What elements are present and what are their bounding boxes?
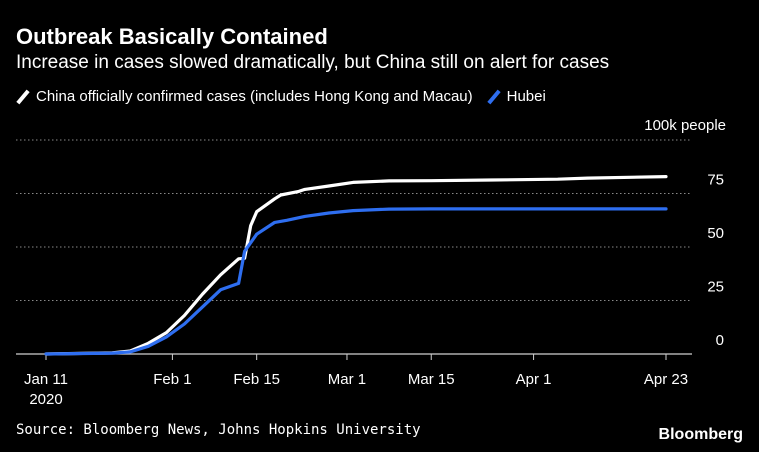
legend-item-hubei: Hubei [487,88,546,105]
x-tick-label-0: Jan 11 [24,371,68,388]
x-tick-label-2: Feb 15 [233,371,280,388]
y-tick-label-3: 75 [707,172,724,189]
series-line-hubei [44,207,668,356]
y-tick-label-1: 25 [707,279,724,296]
legend-item-china: China officially confirmed cases (includ… [16,88,473,105]
series-line-china [44,175,668,356]
x-tick-label-6: Apr 23 [644,371,688,388]
chart-subtitle: Increase in cases slowed dramatically, b… [16,52,610,73]
x-tick-label-3: Mar 1 [328,371,366,388]
y-tick-label-2: 50 [707,225,724,242]
x-tick-label-4: Mar 15 [408,371,455,388]
legend-label-china: China officially confirmed cases (includ… [36,88,473,105]
y-unit-label: 100k people [644,117,726,134]
chart-title: Outbreak Basically Contained [16,24,328,49]
x-tick-sublabel-0: 2020 [29,391,62,408]
x-tick-label-5: Apr 1 [516,371,552,388]
legend: China officially confirmed cases (includ… [16,88,560,105]
source-note: Source: Bloomberg News, Johns Hopkins Un… [16,422,421,438]
bloomberg-logo: Bloomberg [658,426,743,443]
y-tick-label-0: 0 [716,332,724,349]
x-tick-label-1: Feb 1 [153,371,191,388]
legend-label-hubei: Hubei [506,88,546,105]
